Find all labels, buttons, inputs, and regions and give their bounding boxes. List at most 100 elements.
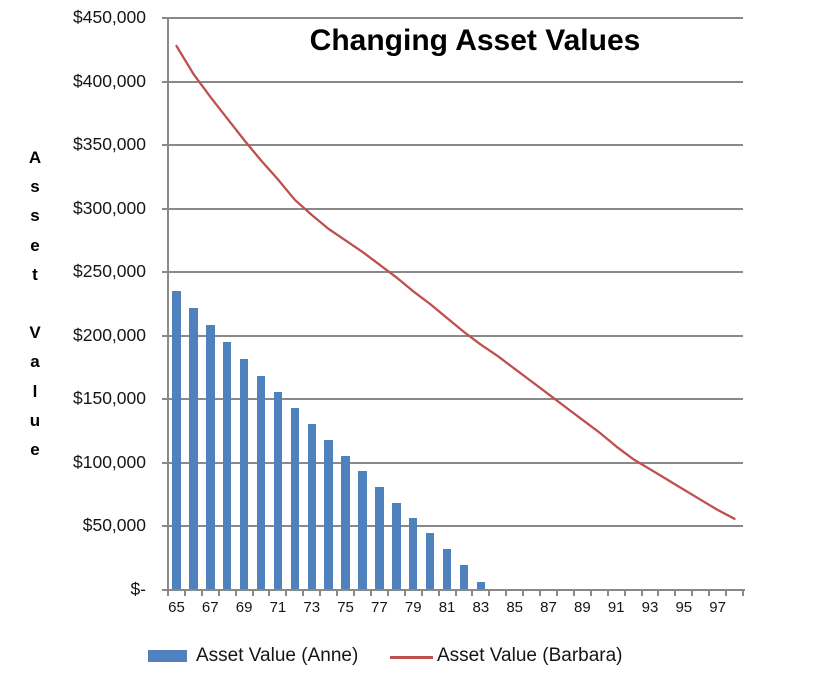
x-axis-tick (302, 591, 305, 596)
y-axis-tick (162, 398, 168, 401)
y-axis-tick (162, 80, 168, 83)
x-tick-label: 93 (641, 599, 659, 616)
x-axis-line (167, 589, 745, 591)
x-tick-label: 81 (438, 599, 456, 616)
bar-age-76 (358, 471, 367, 590)
bar-age-72 (290, 408, 300, 590)
x-axis-tick (589, 591, 592, 596)
x-tick-label: 91 (607, 599, 625, 616)
gridline (168, 271, 743, 274)
x-axis-tick (606, 591, 609, 596)
x-axis-tick (522, 591, 525, 596)
x-axis-tick (183, 591, 186, 596)
x-axis-tick (319, 591, 322, 596)
gridline (168, 80, 743, 83)
y-axis-title-gap (22, 289, 48, 318)
y-axis-title-letter: l (32, 381, 38, 401)
y-axis-title-letter: A (28, 148, 42, 167)
y-axis-tick (162, 525, 168, 528)
bar-age-80 (425, 533, 435, 590)
bar-age-78 (392, 502, 401, 590)
bar-age-68 (222, 342, 232, 590)
y-tick-label: $450,000 (73, 7, 146, 27)
y-axis-tick (162, 144, 168, 147)
x-axis-tick (234, 591, 237, 596)
x-tick-label: 87 (540, 599, 557, 616)
x-tick-label: 75 (337, 599, 354, 616)
x-tick-label: 65 (168, 599, 185, 616)
x-axis-tick (251, 591, 254, 596)
x-axis-tick (217, 591, 220, 596)
y-axis-title-letter: s (30, 206, 40, 226)
bar-age-66 (189, 307, 198, 590)
x-tick-label: 79 (404, 599, 422, 616)
bar-age-74 (324, 440, 333, 590)
legend-anne-swatch (148, 650, 187, 662)
x-tick-label: 77 (371, 599, 388, 616)
y-tick-label: $250,000 (73, 261, 146, 282)
y-axis-tick (162, 334, 168, 337)
x-tick-label: 73 (303, 599, 321, 616)
x-tick-label: 85 (506, 599, 524, 616)
x-axis-tick (691, 591, 694, 596)
bar-age-81 (442, 549, 452, 590)
x-axis-tick (285, 591, 288, 596)
y-axis-tick (162, 271, 168, 274)
x-tick-label: 71 (269, 599, 287, 616)
x-axis-tick (623, 591, 626, 596)
y-axis-title-letter: a (30, 352, 40, 372)
x-axis-tick (471, 591, 474, 596)
x-tick-label: 97 (709, 599, 726, 616)
x-axis-tick (200, 591, 203, 596)
y-tick-label: $350,000 (73, 134, 146, 155)
bar-age-79 (408, 517, 418, 590)
y-axis-title-letter: V (29, 323, 41, 343)
y-tick-label: $150,000 (73, 388, 146, 409)
y-axis-title-letter: e (30, 439, 40, 459)
gridline (168, 17, 743, 19)
x-axis-tick (708, 591, 711, 596)
y-tick-label: $50,000 (82, 515, 146, 536)
y-axis-line (167, 18, 169, 591)
x-axis-tick (674, 591, 677, 596)
bar-age-71 (273, 392, 283, 590)
barbara-line-series (175, 44, 736, 520)
bar-age-69 (239, 359, 249, 590)
gridline (168, 525, 743, 528)
x-axis-tick (167, 591, 169, 596)
gridline (168, 207, 743, 210)
x-axis-tick (437, 591, 440, 596)
barbara-line (175, 44, 736, 520)
x-axis-tick (420, 591, 423, 596)
x-axis-tick (742, 591, 744, 596)
bar-age-67 (206, 324, 215, 590)
y-tick-label: $200,000 (73, 324, 146, 345)
x-axis-tick (572, 591, 575, 596)
x-axis-tick (539, 591, 542, 596)
x-axis-tick (454, 591, 457, 596)
legend-barbara-label: Asset Value (Barbara) (437, 645, 623, 666)
y-axis-title-letter: s (30, 177, 40, 197)
x-axis-tick (369, 591, 372, 596)
x-axis-tick (386, 591, 389, 596)
x-axis-tick (505, 591, 508, 596)
y-tick-label: $400,000 (73, 70, 146, 91)
x-axis-tick (268, 591, 271, 596)
legend-barbara-swatch (390, 656, 433, 659)
legend-anne-label: Asset Value (Anne) (196, 645, 359, 666)
bar-age-82 (459, 564, 469, 590)
x-axis-tick (336, 591, 339, 596)
gridline (168, 461, 743, 464)
x-axis-tick (488, 591, 491, 596)
y-axis-tick (162, 207, 168, 210)
x-tick-label: 89 (573, 599, 591, 616)
x-axis-tick (725, 591, 728, 596)
gridline (168, 334, 743, 337)
y-tick-label: $- (130, 579, 146, 599)
x-tick-label: 67 (201, 599, 219, 616)
x-axis-tick (640, 591, 643, 596)
y-axis-tick (162, 461, 168, 464)
chart-title: Changing Asset Values (309, 24, 641, 57)
